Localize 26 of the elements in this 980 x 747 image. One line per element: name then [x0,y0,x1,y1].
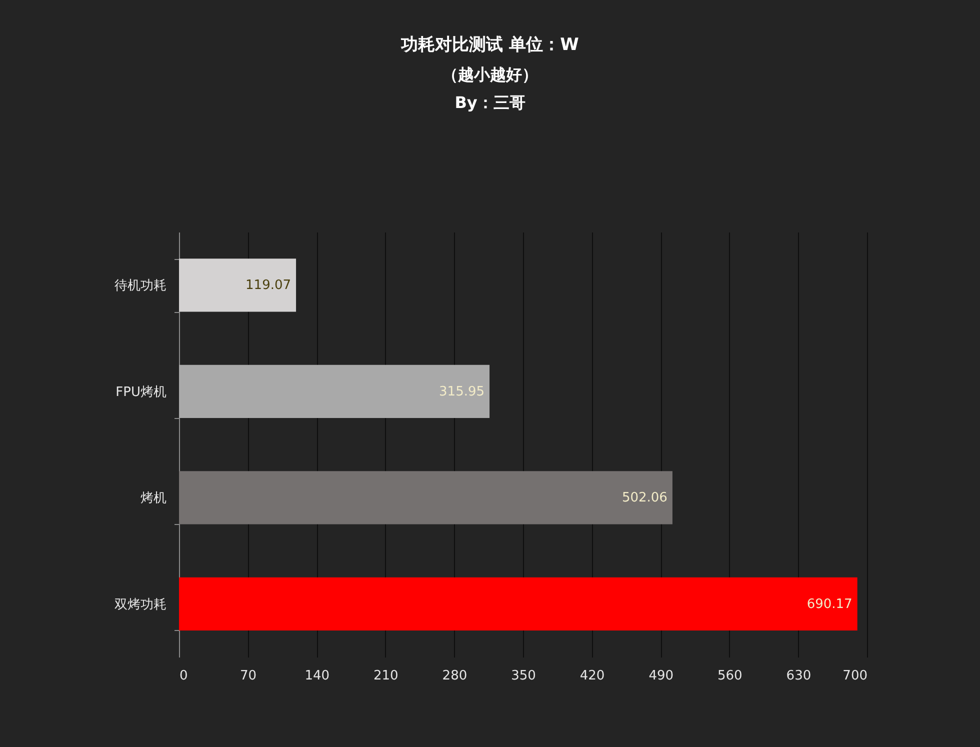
y-tick-label: FPU烤机 [116,384,166,400]
x-tick-label: 70 [240,668,257,684]
x-tick-label: 210 [373,668,398,684]
x-tick-label: 490 [648,668,674,684]
chart-subtitle: （越小越好） [442,65,538,84]
x-tick-label: 280 [442,668,468,684]
text: By：三哥 [454,93,526,112]
chart-title: 功耗对比测试 单位：W [400,35,580,55]
y-tick-label: 烤机 [140,491,166,506]
x-tick-label: 420 [580,668,605,684]
data-label: 502.06 [622,490,668,506]
bar [179,577,858,630]
x-tick-label: 700 [842,668,868,684]
y-tick-label: 双烤功耗 [114,597,166,612]
x-tick-label: 0 [180,668,188,684]
data-label: 690.17 [806,596,852,612]
x-tick-label: 350 [511,668,536,684]
y-tick-label: 待机功耗 [114,278,166,294]
x-tick-label: 630 [786,668,812,684]
x-tick-label: 140 [304,668,330,684]
bar [179,258,296,312]
data-label: 315.95 [439,384,485,400]
bar [179,364,490,418]
x-tick-label: 560 [717,668,742,684]
bar [179,471,672,524]
data-label: 119.07 [246,278,292,294]
